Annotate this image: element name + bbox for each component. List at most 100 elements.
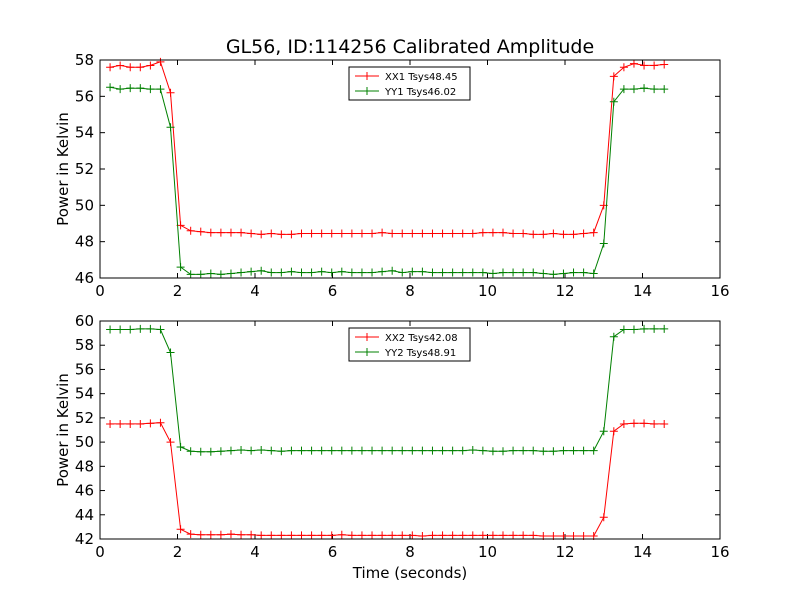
data-point	[247, 446, 256, 455]
y-tick-label: 56	[75, 360, 94, 378]
data-point	[589, 446, 598, 455]
data-point	[398, 446, 407, 455]
data-point	[640, 84, 649, 93]
data-point	[287, 230, 296, 239]
data-point	[660, 324, 669, 333]
data-point	[106, 419, 115, 428]
data-point	[529, 268, 538, 277]
legend-marker	[363, 72, 371, 80]
data-point	[257, 531, 266, 540]
data-point	[539, 230, 548, 239]
data-point	[156, 85, 165, 94]
data-point	[609, 97, 618, 106]
data-point	[549, 270, 558, 279]
legend-box	[348, 327, 471, 362]
data-point	[368, 446, 377, 455]
data-point	[629, 59, 638, 68]
data-point	[519, 446, 528, 455]
data-point	[347, 446, 356, 455]
data-point	[458, 268, 467, 277]
data-point	[146, 61, 155, 70]
data-point	[539, 269, 548, 278]
data-point	[186, 530, 195, 539]
data-point	[196, 530, 205, 539]
data-point	[126, 63, 135, 72]
data-point	[509, 229, 518, 238]
data-point	[589, 269, 598, 278]
y-tick-label: 50	[75, 433, 94, 451]
data-point	[307, 268, 316, 277]
data-point	[629, 325, 638, 334]
data-point	[116, 85, 125, 94]
data-point	[176, 525, 185, 534]
data-point	[226, 446, 235, 455]
data-point	[418, 229, 427, 238]
y-tick-label: 54	[75, 124, 94, 142]
data-point	[650, 85, 659, 94]
x-tick-label: 14	[633, 282, 652, 300]
data-point	[378, 446, 387, 455]
data-point	[216, 447, 225, 456]
data-point	[347, 531, 356, 540]
data-point	[156, 418, 165, 427]
y-tick-label: 46	[75, 269, 94, 287]
data-point	[206, 269, 215, 278]
x-tick-label: 14	[633, 543, 652, 561]
legend: XX2 Tsys42.08 YY2 Tsys48.91	[348, 327, 471, 362]
data-point	[629, 85, 638, 94]
data-point	[237, 530, 246, 539]
data-point	[438, 531, 447, 540]
data-point	[519, 229, 528, 238]
data-point	[186, 226, 195, 235]
data-point	[509, 446, 518, 455]
y-tick-label: 44	[75, 506, 94, 524]
data-point	[116, 325, 125, 334]
data-point	[116, 61, 125, 70]
data-point	[307, 229, 316, 238]
data-point	[478, 531, 487, 540]
data-point	[126, 84, 135, 93]
data-point	[226, 228, 235, 237]
data-point	[317, 267, 326, 276]
data-point	[448, 446, 457, 455]
data-point	[559, 446, 568, 455]
data-point	[337, 229, 346, 238]
data-point	[428, 268, 437, 277]
data-point	[297, 531, 306, 540]
data-point	[226, 269, 235, 278]
data-point	[337, 446, 346, 455]
x-tick-label: 4	[250, 543, 260, 561]
data-point	[609, 332, 618, 341]
x-tick-label: 0	[95, 543, 105, 561]
data-point	[559, 269, 568, 278]
legend-label: YY1 Tsys46.02	[384, 87, 456, 98]
data-point	[488, 447, 497, 456]
data-point	[408, 531, 417, 540]
x-tick-label: 0	[95, 282, 105, 300]
data-point	[388, 229, 397, 238]
x-tick-label: 16	[710, 282, 729, 300]
data-point	[156, 57, 165, 66]
data-point	[166, 348, 175, 357]
data-point	[619, 85, 628, 94]
legend-marker	[363, 348, 371, 356]
data-point	[317, 531, 326, 540]
data-point	[599, 239, 608, 248]
data-point	[297, 229, 306, 238]
data-point	[408, 229, 417, 238]
data-point	[619, 63, 628, 72]
data-point	[327, 446, 336, 455]
data-point	[488, 531, 497, 540]
data-point	[488, 269, 497, 278]
y-tick-label: 50	[75, 196, 94, 214]
data-point	[267, 229, 276, 238]
data-point	[408, 267, 417, 276]
data-point	[347, 229, 356, 238]
data-point	[640, 324, 649, 333]
data-point	[398, 229, 407, 238]
legend-label: XX1 Tsys48.45	[385, 72, 458, 83]
data-point	[499, 531, 507, 540]
data-point	[247, 267, 256, 276]
data-point	[428, 446, 437, 455]
data-point	[418, 267, 427, 276]
